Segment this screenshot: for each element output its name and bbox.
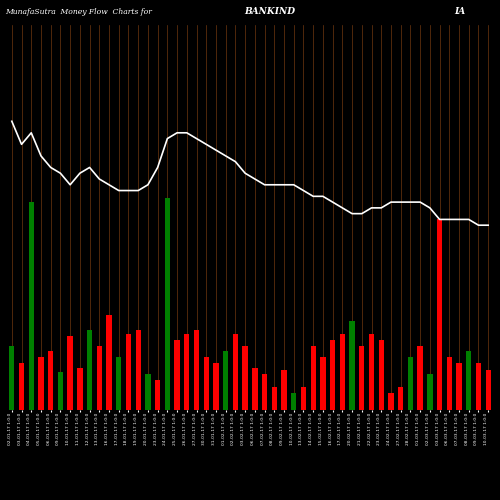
Bar [466, 350, 471, 410]
Bar [418, 346, 423, 410]
Bar [96, 346, 102, 410]
Bar [116, 357, 121, 410]
Text: MunafaSutra  Money Flow  Charts for: MunafaSutra Money Flow Charts for [5, 8, 152, 16]
Bar [242, 346, 248, 410]
Bar [398, 386, 404, 410]
Bar [87, 330, 92, 410]
Bar [9, 346, 15, 410]
Bar [68, 336, 73, 410]
Bar [126, 334, 131, 410]
Bar [282, 370, 286, 410]
Bar [291, 393, 296, 410]
Bar [184, 334, 190, 410]
Bar [330, 340, 336, 410]
Bar [145, 374, 150, 410]
Bar [486, 370, 491, 410]
Bar [28, 202, 34, 410]
Bar [301, 386, 306, 410]
Bar [77, 368, 82, 410]
Bar [223, 350, 228, 410]
Bar [456, 364, 462, 410]
Bar [350, 321, 355, 410]
Bar [446, 357, 452, 410]
Bar [136, 330, 141, 410]
Bar [174, 340, 180, 410]
Bar [164, 198, 170, 410]
Bar [19, 364, 24, 410]
Bar [427, 374, 432, 410]
Bar [369, 334, 374, 410]
Bar [272, 386, 277, 410]
Bar [310, 346, 316, 410]
Bar [58, 372, 63, 410]
Bar [262, 374, 268, 410]
Bar [340, 334, 345, 410]
Text: IA: IA [454, 8, 465, 16]
Bar [378, 340, 384, 410]
Bar [106, 314, 112, 410]
Bar [408, 357, 413, 410]
Bar [476, 364, 481, 410]
Text: BANKIND: BANKIND [244, 8, 296, 16]
Bar [38, 357, 44, 410]
Bar [232, 334, 238, 410]
Bar [194, 330, 199, 410]
Bar [48, 350, 54, 410]
Bar [204, 357, 209, 410]
Bar [214, 364, 218, 410]
Bar [437, 220, 442, 410]
Bar [320, 357, 326, 410]
Bar [155, 380, 160, 410]
Bar [359, 346, 364, 410]
Bar [388, 393, 394, 410]
Bar [252, 368, 258, 410]
